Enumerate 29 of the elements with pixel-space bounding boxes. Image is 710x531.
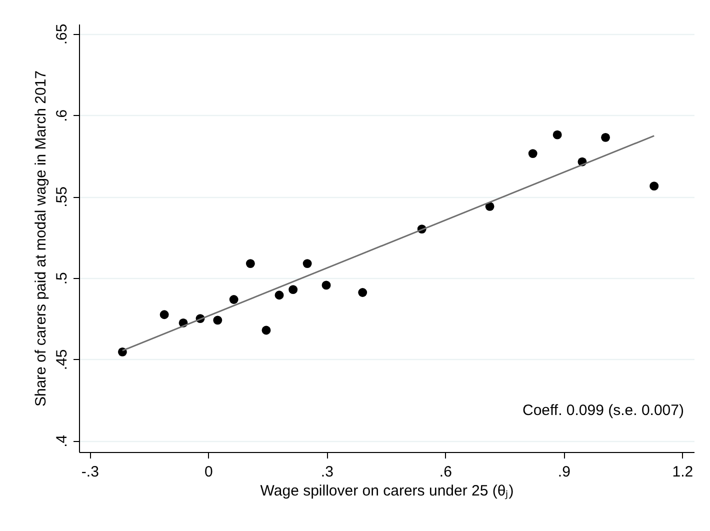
x-tick-label: .9	[558, 464, 570, 480]
x-tick-label: 1.2	[672, 464, 694, 480]
x-axis-title: Wage spillover on carers under 25 (θⱼ)	[260, 482, 514, 500]
point	[213, 316, 222, 325]
point	[274, 290, 284, 300]
point	[246, 259, 255, 268]
point	[528, 149, 538, 158]
y-tick-label: .6	[54, 109, 70, 122]
point	[552, 130, 562, 140]
point	[358, 288, 368, 297]
annotation: Coeff. 0.099 (s.e. 0.007)	[522, 402, 684, 419]
point	[262, 326, 271, 335]
point	[229, 295, 238, 304]
y-tick-label: .65	[54, 24, 70, 45]
y-tick-label: .4	[54, 434, 70, 448]
x-tick-label: .6	[439, 464, 452, 480]
y-tick-label: .55	[54, 186, 70, 208]
x-tick-label: .3	[320, 464, 334, 480]
y-tick-label: .45	[54, 349, 70, 370]
x-tick-label: -.3	[81, 464, 99, 480]
point	[322, 280, 331, 290]
x-tick-label: 0	[204, 464, 213, 480]
point	[288, 285, 298, 294]
point	[650, 182, 659, 191]
point	[160, 310, 169, 320]
y-axis-title: Share of carers paid at modal wage in March 2017	[32, 70, 50, 407]
y-tick-label: .5	[54, 272, 70, 285]
point	[302, 259, 312, 268]
point	[601, 132, 610, 142]
